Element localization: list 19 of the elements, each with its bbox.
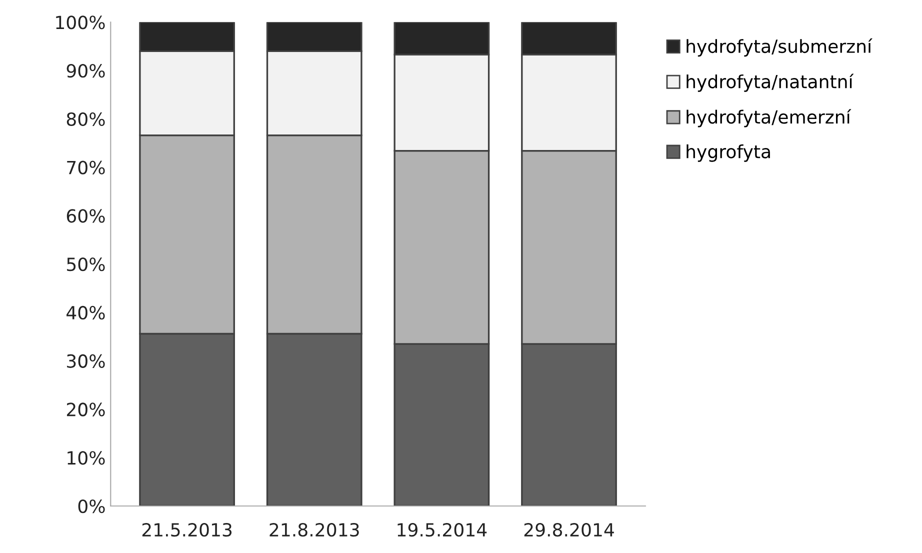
x-tick-label: 21.8.2013 (270, 522, 359, 537)
y-tick-label: 30% (67, 354, 105, 368)
legend-label: hygrofyta (686, 144, 770, 162)
legend-label: hydrofyta/natantní (686, 74, 854, 92)
y-tick-label: 100% (56, 16, 105, 30)
y-tick-label: 90% (66, 64, 105, 78)
y-tick-label: 60% (66, 209, 105, 223)
y-tick-label: 10% (68, 451, 105, 465)
y-tick-label: 80% (66, 112, 105, 126)
x-tick-label: 29.8.2014 (524, 522, 614, 537)
y-tick-label: 0% (78, 499, 105, 514)
y-tick-label: 40% (66, 306, 105, 320)
legend-label: hydrofyta/emerzní (686, 109, 852, 128)
x-tick-label: 19.5.2014 (398, 522, 487, 537)
y-tick-label: 50% (67, 258, 105, 272)
legend-label: hydrofyta/submerzní (686, 38, 872, 57)
y-tick-label: 70% (67, 160, 105, 174)
y-tick-label: 20% (66, 402, 105, 416)
x-tick-label: 21.5.2013 (142, 522, 232, 537)
